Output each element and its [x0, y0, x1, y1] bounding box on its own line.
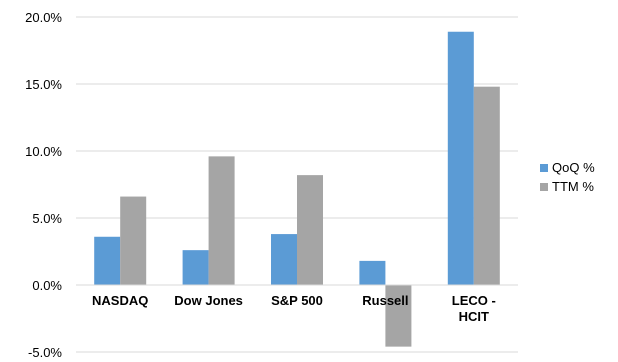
- bar-ttm: [208, 156, 235, 285]
- category-label: Dow Jones: [174, 293, 243, 308]
- legend-label: TTM %: [552, 179, 594, 194]
- y-tick-label: 5.0%: [32, 211, 62, 226]
- y-tick-label: 10.0%: [25, 144, 62, 159]
- y-tick-label: 15.0%: [25, 77, 62, 92]
- y-tick-label: -5.0%: [28, 345, 62, 360]
- legend-swatch: [540, 183, 548, 191]
- bar-qoq: [94, 236, 121, 285]
- category-label: S&P 500: [271, 293, 323, 308]
- bar-qoq: [447, 31, 474, 285]
- legend-label: QoQ %: [552, 160, 595, 175]
- bar-qoq: [271, 234, 297, 285]
- category-label: HCIT: [459, 309, 489, 324]
- bar-ttm: [120, 196, 147, 285]
- category-label: LECO -: [452, 293, 496, 308]
- bar-qoq: [359, 260, 386, 285]
- y-tick-label: 20.0%: [25, 10, 62, 25]
- bar-ttm: [297, 175, 323, 285]
- legend-swatch: [540, 164, 548, 172]
- category-label: NASDAQ: [92, 293, 148, 308]
- bar-ttm: [385, 285, 412, 347]
- bar-ttm: [473, 86, 500, 286]
- y-tick-label: 0.0%: [32, 278, 62, 293]
- category-label: Russell: [362, 293, 408, 308]
- bar-qoq: [182, 250, 209, 285]
